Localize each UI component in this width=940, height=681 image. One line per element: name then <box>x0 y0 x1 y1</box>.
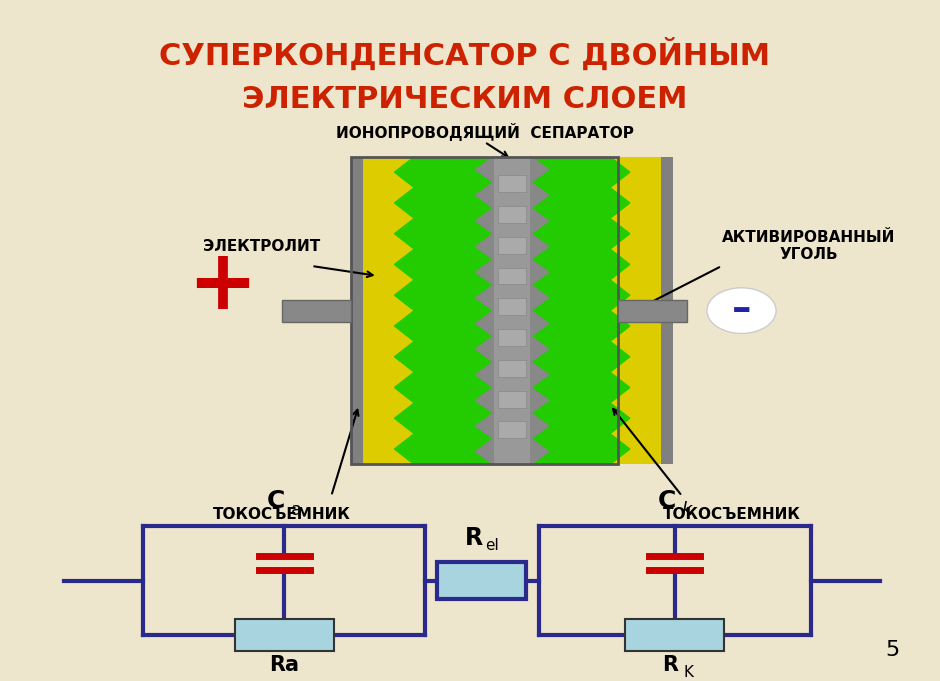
Bar <box>531 157 610 464</box>
Text: a: a <box>290 501 302 519</box>
Text: ТОКОСЪЕМНИК: ТОКОСЪЕМНИК <box>212 507 351 522</box>
Bar <box>618 300 687 321</box>
Polygon shape <box>395 187 415 219</box>
Text: +: + <box>187 245 258 326</box>
Polygon shape <box>531 208 549 234</box>
Text: ИОНОПРОВОДЯЩИЙ  СЕПАРАТОР: ИОНОПРОВОДЯЩИЙ СЕПАРАТОР <box>336 123 634 141</box>
Bar <box>494 157 531 464</box>
Text: R: R <box>465 526 483 550</box>
Polygon shape <box>395 403 415 434</box>
Polygon shape <box>610 341 630 372</box>
Text: СУПЕРКОНДЕНСАТОР С ДВОЙНЫМ: СУПЕРКОНДЕНСАТОР С ДВОЙНЫМ <box>159 38 770 72</box>
Text: ЭЛЕКТРИЧЕСКИМ СЛОЕМ: ЭЛЕКТРИЧЕСКИМ СЛОЕМ <box>242 84 687 114</box>
Text: k: k <box>682 501 692 519</box>
Bar <box>415 157 494 464</box>
Polygon shape <box>610 280 630 311</box>
Polygon shape <box>476 336 494 362</box>
Polygon shape <box>610 219 630 249</box>
Polygon shape <box>395 157 415 187</box>
Polygon shape <box>610 434 630 464</box>
Text: АКТИВИРОВАННЫЙ
УГОЛЬ: АКТИВИРОВАННЫЙ УГОЛЬ <box>722 230 895 262</box>
Bar <box>498 268 526 285</box>
Polygon shape <box>476 311 494 336</box>
Polygon shape <box>531 413 549 439</box>
Polygon shape <box>531 157 549 183</box>
Polygon shape <box>476 439 494 464</box>
Polygon shape <box>610 187 630 219</box>
Bar <box>351 157 363 464</box>
Polygon shape <box>610 372 630 403</box>
Bar <box>498 175 526 192</box>
Polygon shape <box>610 403 630 434</box>
Polygon shape <box>531 259 549 285</box>
Bar <box>498 422 526 439</box>
Polygon shape <box>476 208 494 234</box>
Polygon shape <box>476 234 494 259</box>
Bar <box>498 360 526 377</box>
Text: K: K <box>683 665 694 680</box>
Bar <box>363 157 415 464</box>
Polygon shape <box>476 259 494 285</box>
Bar <box>498 391 526 407</box>
Bar <box>498 206 526 223</box>
Polygon shape <box>610 157 630 187</box>
Polygon shape <box>395 311 415 341</box>
Bar <box>437 562 526 599</box>
Text: R: R <box>662 655 678 675</box>
Polygon shape <box>395 249 415 280</box>
Ellipse shape <box>707 288 776 334</box>
Polygon shape <box>531 183 549 208</box>
Polygon shape <box>395 372 415 403</box>
Text: C: C <box>267 489 286 513</box>
Polygon shape <box>610 249 630 280</box>
Polygon shape <box>476 183 494 208</box>
Bar <box>610 157 662 464</box>
Text: el: el <box>485 538 499 553</box>
Polygon shape <box>395 280 415 311</box>
Polygon shape <box>531 439 549 464</box>
Text: –: – <box>731 289 751 328</box>
Text: 5: 5 <box>885 640 900 660</box>
Polygon shape <box>531 336 549 362</box>
Bar <box>662 157 673 464</box>
Polygon shape <box>476 413 494 439</box>
Polygon shape <box>610 311 630 341</box>
Polygon shape <box>531 387 549 413</box>
Text: ТОКОСЪЕМНИК: ТОКОСЪЕМНИК <box>663 507 801 522</box>
Polygon shape <box>476 387 494 413</box>
Bar <box>235 619 334 651</box>
Bar <box>625 619 724 651</box>
Text: Ra: Ra <box>269 655 299 675</box>
Polygon shape <box>476 362 494 387</box>
Polygon shape <box>531 234 549 259</box>
Bar <box>498 237 526 254</box>
Polygon shape <box>395 341 415 372</box>
Polygon shape <box>476 157 494 183</box>
Polygon shape <box>531 362 549 387</box>
Polygon shape <box>476 285 494 311</box>
Bar <box>498 329 526 346</box>
Text: ЭЛЕКТРОЛИТ: ЭЛЕКТРОЛИТ <box>203 238 321 253</box>
Polygon shape <box>531 311 549 336</box>
Bar <box>498 298 526 315</box>
Bar <box>282 300 351 321</box>
Polygon shape <box>395 434 415 464</box>
Polygon shape <box>395 219 415 249</box>
Text: C: C <box>658 489 676 513</box>
Bar <box>351 157 618 464</box>
Polygon shape <box>531 285 549 311</box>
